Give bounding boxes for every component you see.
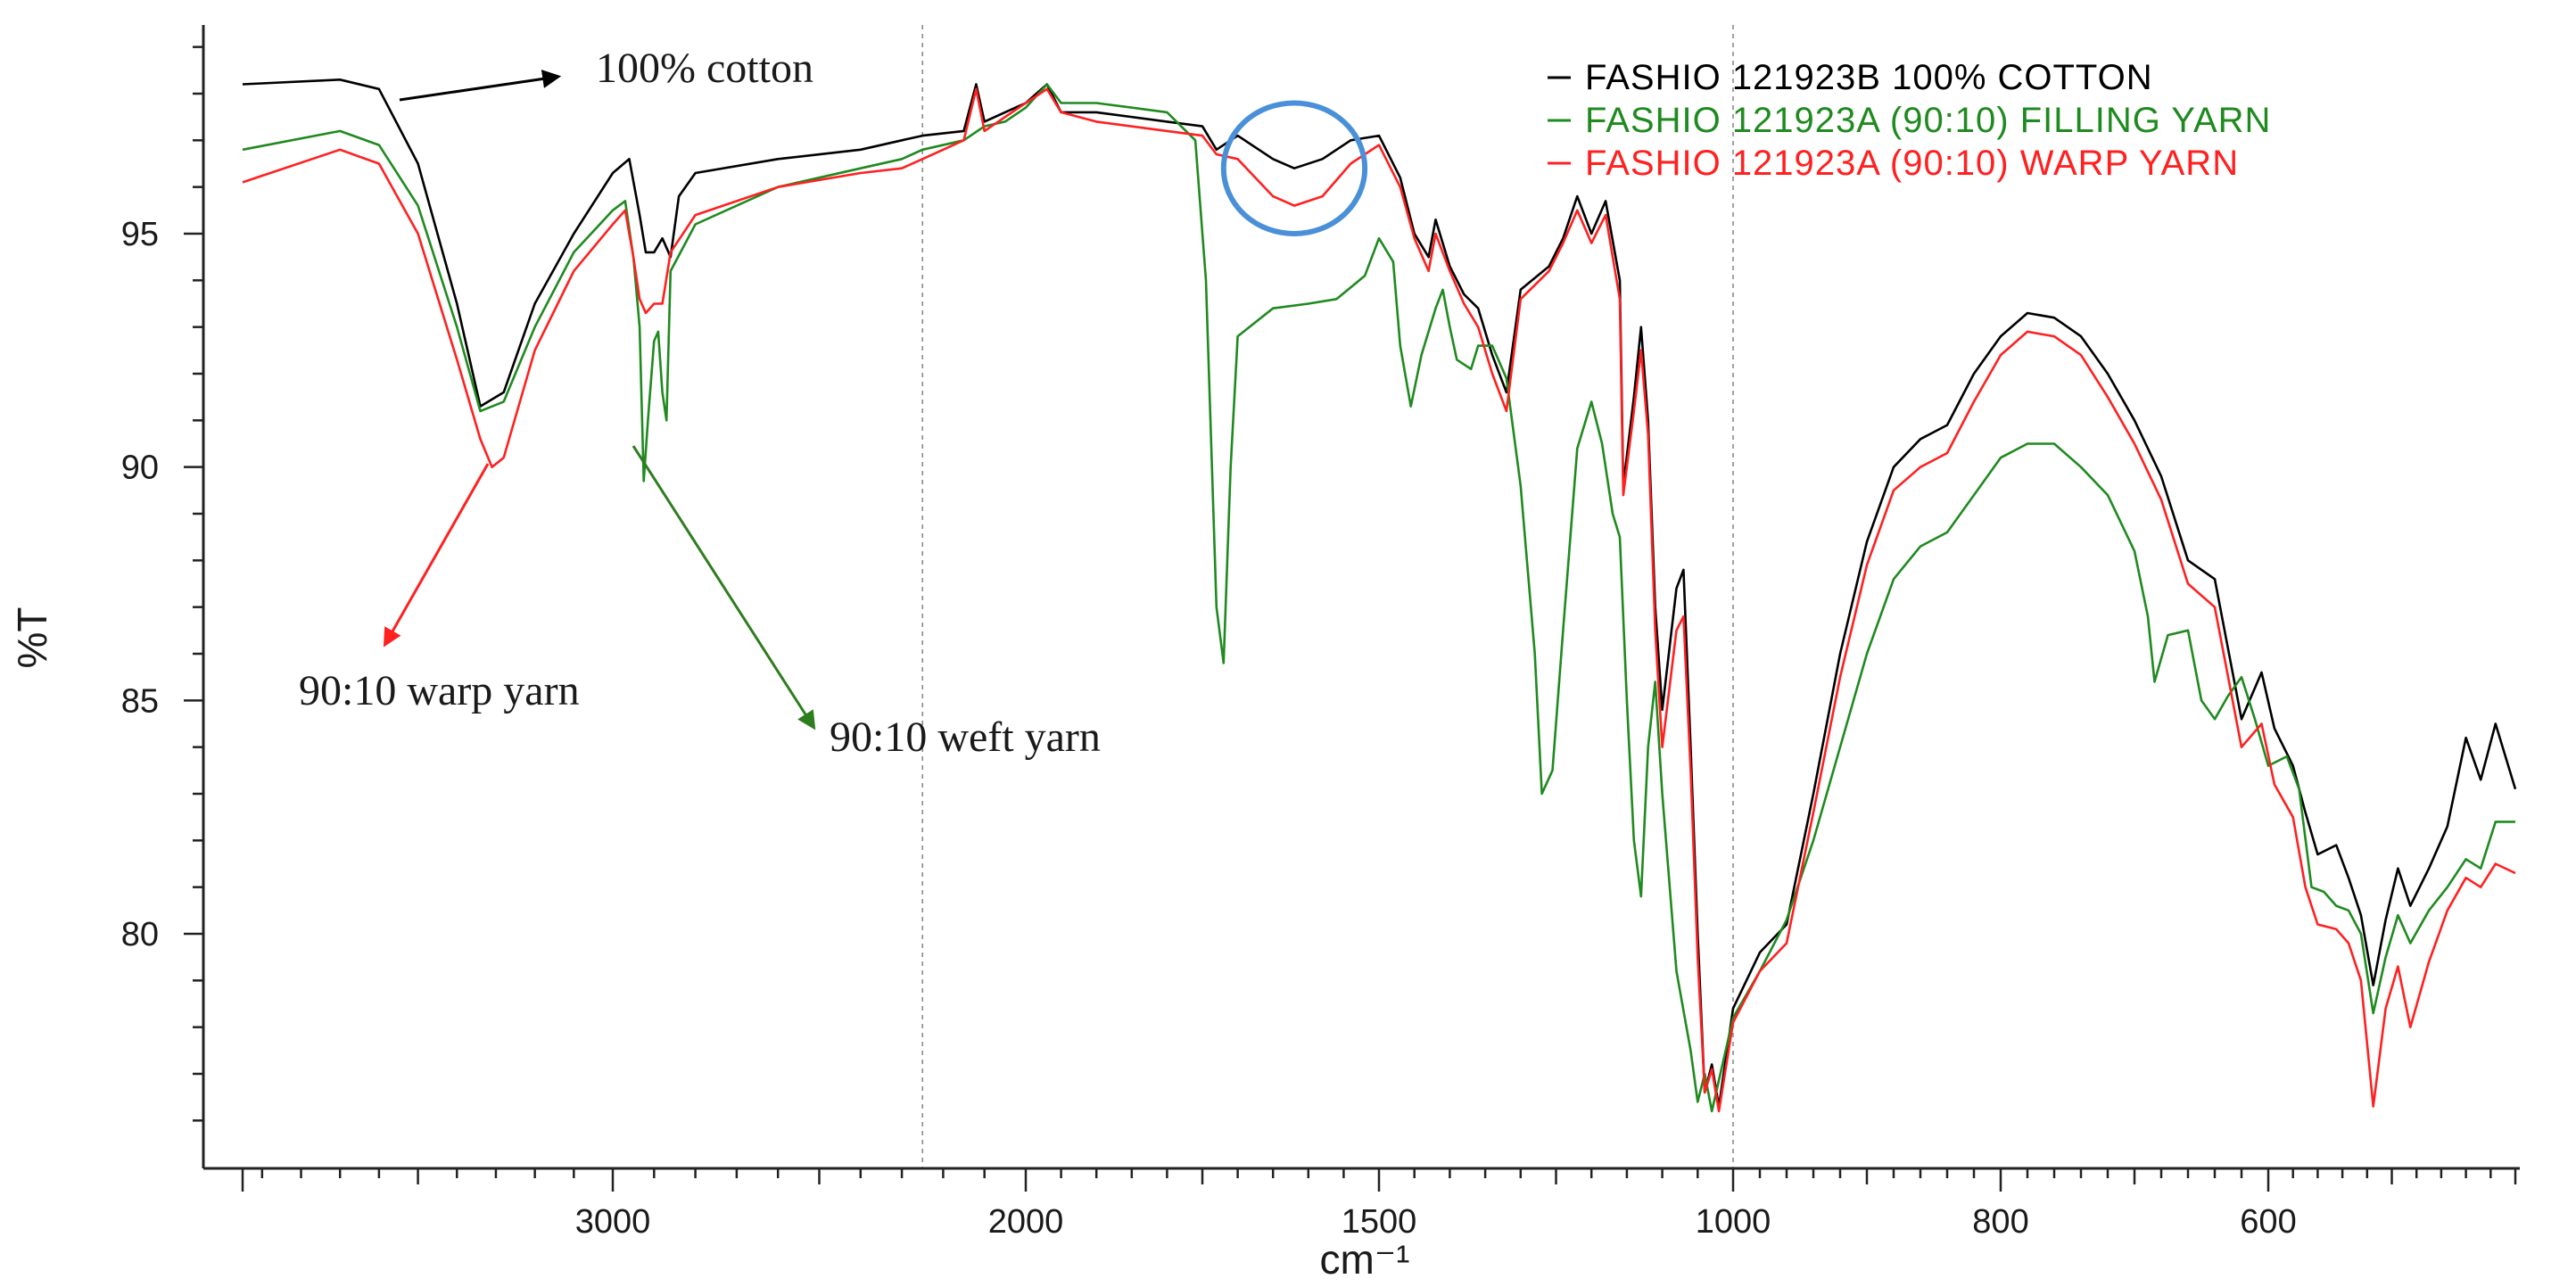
series-line bbox=[242, 78, 2517, 1108]
warp-yarn-arrow bbox=[383, 463, 490, 648]
legend-label: FASHIO 121923B 100% COTTON bbox=[1585, 58, 2153, 97]
x-tick-label: 1000 bbox=[1696, 1203, 1771, 1241]
legend: FASHIO 121923B 100% COTTON FASHIO 121923A… bbox=[1548, 58, 2271, 183]
reference-lines bbox=[921, 25, 1734, 1168]
x-axis-title: cm⁻¹ bbox=[1320, 1236, 1410, 1283]
annotations: 100% cotton 90:10 warp yarn 90:10 weft yar… bbox=[299, 45, 1101, 761]
axes: 95 90 85 80 3000 2000 1500 1000 800 600 bbox=[121, 25, 2520, 1241]
y-tick-label: 85 bbox=[121, 682, 159, 720]
series-line bbox=[242, 87, 2516, 1113]
annotation-label: 90:10 warp yarn bbox=[299, 667, 580, 714]
highlight-group bbox=[1220, 100, 1368, 237]
highlight-ellipse bbox=[1220, 100, 1368, 237]
annotation-label: 90:10 weft yarn bbox=[830, 714, 1101, 761]
y-axis-title: %T bbox=[9, 607, 55, 669]
y-tick-label: 90 bbox=[121, 450, 159, 487]
weft-yarn-arrow bbox=[632, 445, 816, 730]
y-tick-label: 95 bbox=[121, 216, 159, 253]
x-tick-label: 3000 bbox=[575, 1203, 651, 1241]
x-tick-label: 2000 bbox=[988, 1203, 1064, 1241]
legend-label: FASHIO 121923A (90:10) FILLING YARN bbox=[1585, 101, 2271, 140]
legend-label: FASHIO 121923A (90:10) WARP YARN bbox=[1585, 144, 2239, 183]
x-tick-label: 1500 bbox=[1342, 1203, 1417, 1241]
annotation-label: 100% cotton bbox=[596, 45, 813, 92]
x-tick-label: 800 bbox=[1972, 1203, 2028, 1241]
series-lines bbox=[242, 78, 2517, 1113]
y-tick-label: 80 bbox=[121, 916, 159, 953]
x-tick-label: 600 bbox=[2240, 1203, 2296, 1241]
cotton-arrow bbox=[399, 70, 562, 102]
